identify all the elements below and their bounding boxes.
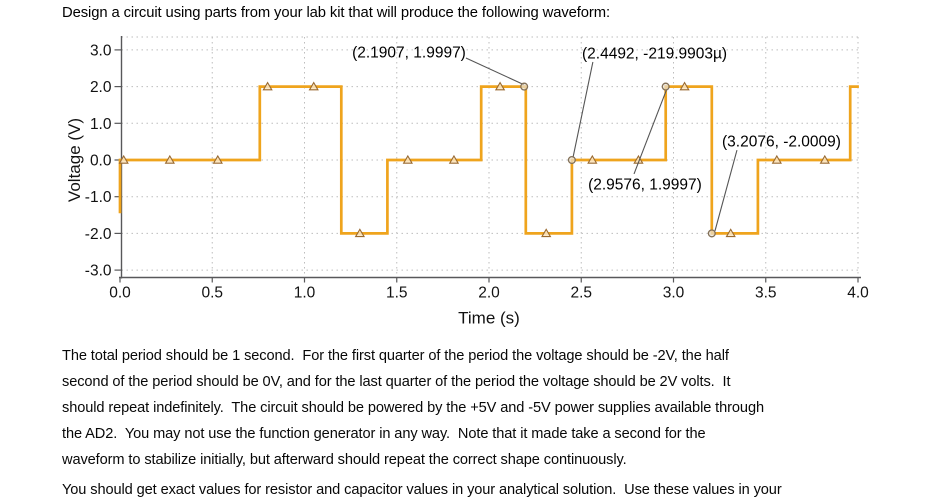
x-tick-label: 3.0 — [663, 285, 685, 302]
x-tick-label: 1.0 — [294, 285, 316, 302]
waveform-path — [118, 85, 859, 235]
y-tick-label: -1.0 — [85, 189, 112, 206]
triangle-marker — [771, 154, 782, 164]
x-tick-label: 2.0 — [478, 285, 500, 302]
body-line: The total period should be 1 second. For… — [62, 348, 729, 364]
triangle-marker — [679, 81, 690, 91]
triangle-marker — [819, 154, 830, 164]
triangle-marker — [587, 154, 598, 164]
body-line: second of the period should be 0V, and f… — [62, 374, 731, 390]
x-tick-label: 0.5 — [201, 285, 223, 302]
annotation-leader — [572, 61, 594, 158]
annotation-label: (3.2076, -2.0009) — [722, 133, 841, 150]
y-tick-label: 3.0 — [90, 42, 112, 59]
x-tick-label: 3.5 — [755, 285, 777, 302]
triangle-marker — [402, 154, 413, 164]
annotation-leader — [633, 90, 667, 175]
triangle-marker — [494, 81, 506, 91]
body-paragraph-1: The total period should be 1 second. For… — [62, 343, 902, 473]
waveform-chart: 3.0 2.0 1.0 0.0 -1.0 -2.0 -3.0 0.0 0.5 1.0 1.5 2.0 2… — [65, 36, 869, 328]
body-line: You should get exact values for resistor… — [62, 482, 782, 498]
annotation-leader — [465, 57, 525, 86]
x-tick-label: 4.0 — [847, 285, 869, 302]
cursor-point-marker — [567, 155, 576, 165]
y-tick-label: 1.0 — [90, 116, 112, 133]
annotation-label: (2.1907, 1.9997) — [352, 45, 466, 62]
annotation-leader — [714, 149, 738, 231]
triangle-marker — [725, 228, 736, 238]
body-paragraph-2: You should get exact values for resistor… — [62, 477, 902, 503]
page-title: Design a circuit using parts from your l… — [62, 5, 610, 21]
x-tick-label: 2.5 — [570, 285, 592, 302]
y-tick-label: -3.0 — [85, 263, 112, 280]
body-line: should repeat indefinitely. The circuit … — [62, 400, 764, 416]
body-line: waveform to stabilize initially, but aft… — [62, 452, 627, 468]
x-tick-label: 0.0 — [109, 285, 131, 302]
x-axis-title: Time (s) — [458, 309, 520, 328]
body-line: the AD2. You may not use the function ge… — [62, 426, 706, 442]
cursor-point-marker — [661, 82, 670, 91]
cursor-point-marker — [520, 82, 529, 91]
y-tick-label: 0.0 — [90, 153, 112, 170]
annotation-label: (2.4492, -219.9903µ) — [582, 45, 727, 62]
cursor-point-marker — [707, 229, 716, 238]
triangle-marker — [448, 154, 460, 164]
triangle-marker — [354, 228, 366, 238]
y-axis-title: Voltage (V) — [65, 118, 84, 202]
triangle-marker — [262, 81, 273, 91]
triangle-marker — [118, 154, 129, 164]
x-tick-label: 1.5 — [386, 285, 408, 302]
triangle-marker — [212, 154, 223, 164]
triangle-marker — [164, 154, 175, 164]
triangle-marker — [308, 81, 319, 91]
annotation-label: (2.9576, 1.9997) — [588, 177, 702, 194]
triangle-marker — [541, 228, 552, 238]
y-tick-label: -2.0 — [85, 226, 112, 243]
y-tick-label: 2.0 — [90, 79, 112, 96]
